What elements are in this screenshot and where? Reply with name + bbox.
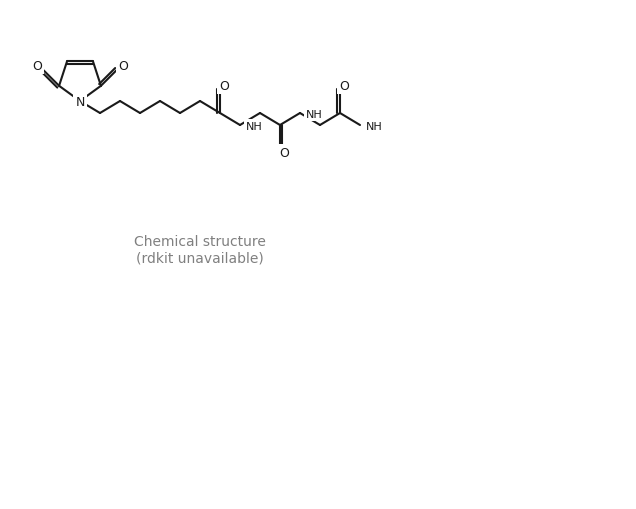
Text: O: O xyxy=(219,79,229,93)
Text: Chemical structure
(rdkit unavailable): Chemical structure (rdkit unavailable) xyxy=(134,235,266,265)
Text: O: O xyxy=(339,79,349,93)
Text: O: O xyxy=(32,60,42,73)
Text: NH: NH xyxy=(366,122,383,132)
Text: NH: NH xyxy=(306,110,322,120)
Text: N: N xyxy=(75,95,85,108)
Text: NH: NH xyxy=(246,122,263,132)
Text: O: O xyxy=(279,147,289,160)
Text: O: O xyxy=(118,60,128,73)
